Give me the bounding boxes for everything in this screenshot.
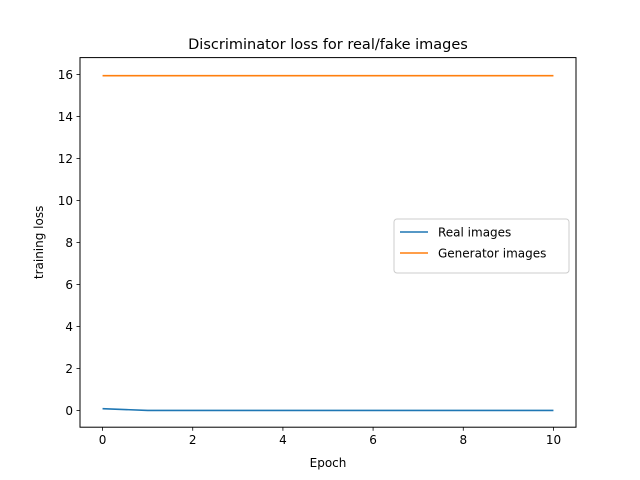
- y-axis-label: training loss: [32, 206, 46, 279]
- x-tick-label: 8: [459, 433, 467, 447]
- y-tick-label: 16: [58, 68, 73, 82]
- y-tick-label: 8: [65, 236, 73, 250]
- x-tick-label: 10: [546, 433, 561, 447]
- y-tick-label: 14: [58, 110, 73, 124]
- y-tick-label: 0: [65, 404, 73, 418]
- plot-frame: [79, 57, 577, 428]
- x-axis-label: Epoch: [310, 456, 347, 470]
- legend: Real images Generator images: [393, 218, 570, 274]
- x-tick-label: 4: [279, 433, 287, 447]
- x-tick-label: 6: [369, 433, 377, 447]
- x-tick-label: 0: [99, 433, 107, 447]
- chart-title: Discriminator loss for real/fake images: [188, 37, 468, 53]
- axes: 0 2 4 6 8 10 0 2 4 6 8 10 12 14 16: [58, 68, 561, 447]
- legend-label: Real images: [438, 226, 511, 240]
- y-tick-label: 4: [65, 320, 73, 334]
- y-tick-label: 10: [58, 194, 73, 208]
- legend-box: [393, 218, 570, 274]
- legend-label: Generator images: [438, 247, 546, 261]
- y-tick-label: 2: [65, 362, 73, 376]
- series-line-real-images: [102, 407, 554, 412]
- y-tick-label: 6: [65, 278, 73, 292]
- y-tick-label: 12: [58, 152, 73, 166]
- x-tick-label: 2: [189, 433, 197, 447]
- series-lines: [102, 74, 554, 412]
